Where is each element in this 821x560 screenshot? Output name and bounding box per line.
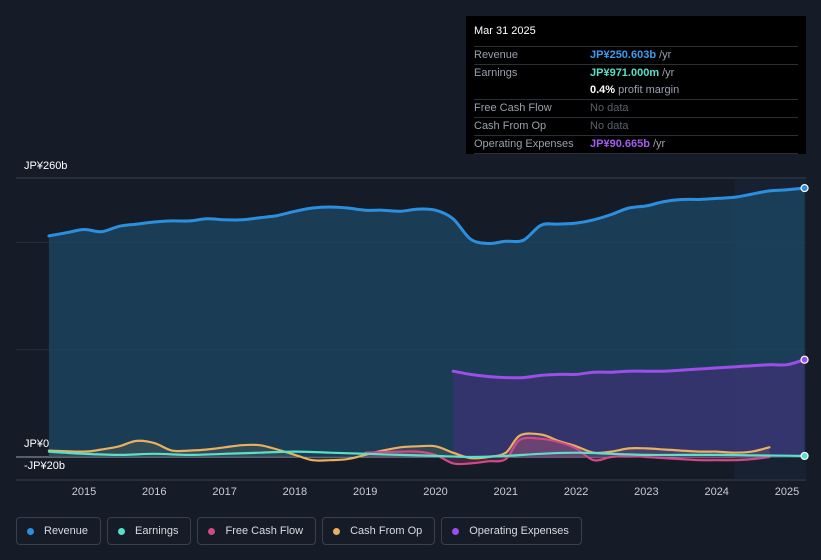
y-label-top: JP¥260b	[24, 160, 68, 172]
x-tick-label: 2024	[704, 486, 728, 498]
tooltip-row-label: Revenue	[474, 49, 519, 61]
free-cash-flow-line	[364, 436, 771, 466]
legend-item-earnings[interactable]: Earnings	[107, 517, 192, 545]
tooltip-row-label: Earnings	[474, 67, 518, 79]
tooltip-row-value: No data	[590, 120, 629, 132]
x-tick-label: 2019	[353, 486, 377, 498]
x-tick-label: 2023	[634, 486, 658, 498]
x-tick-label: 2020	[423, 486, 447, 498]
cash-from-op-line	[47, 432, 771, 462]
y-label-bottom: -JP¥20b	[24, 460, 65, 472]
x-axis-ticks: 2015 2016 2017 2018 2019 2020 2021 2022 2023 2024…	[72, 486, 799, 498]
x-tick-label: 2022	[564, 486, 588, 498]
legend-label: Operating Expenses	[469, 525, 569, 537]
tooltip-row-unit: profit margin	[618, 84, 680, 96]
tooltip-row-unit: /yr	[652, 138, 666, 150]
legend-label: Free Cash Flow	[225, 525, 304, 537]
tooltip-row-value: JP¥250.603b	[590, 49, 657, 61]
legend-label: Revenue	[44, 525, 89, 537]
earnings-line	[47, 450, 806, 459]
revenue-end-point	[800, 183, 809, 193]
x-tick-label: 2017	[212, 486, 236, 498]
legend-dot-icon	[118, 527, 126, 535]
legend-dot-icon	[27, 527, 34, 535]
chart-legend: Revenue Earnings Free Cash Flow Cash From O…	[16, 517, 588, 547]
y-label-zero: JP¥0	[24, 438, 50, 450]
x-tick-label: 2016	[142, 486, 166, 498]
tooltip-date: Mar 31 2025	[474, 24, 798, 47]
tooltip-row: Revenue JP¥250.603b/yr	[474, 47, 798, 65]
tooltip-row: 0.4% profit margin	[474, 82, 798, 100]
operating-expenses-area	[453, 359, 805, 457]
legend-item-operating-expenses[interactable]: Operating Expenses	[441, 517, 582, 545]
chart-lines	[47, 183, 809, 466]
tooltip-row-unit: /yr	[659, 49, 672, 61]
legend-dot-icon	[333, 527, 341, 535]
x-tick-label: 2025	[775, 486, 799, 498]
x-tick-label: 2021	[494, 486, 518, 498]
tooltip-row-value: JP¥90.665b	[590, 138, 650, 150]
tooltip-row: Free Cash Flow No data	[474, 100, 798, 118]
tooltip-row: Operating Expenses JP¥90.665b/yr	[474, 136, 798, 154]
tooltip-row: Earnings JP¥971.000m/yr	[474, 65, 798, 82]
tooltip-row-label: Cash From Op	[474, 120, 547, 132]
data-tooltip: Mar 31 2025 Revenue JP¥250.603b/yr Earning…	[466, 16, 806, 154]
chart-areas	[48, 188, 805, 465]
legend-item-revenue[interactable]: Revenue	[16, 517, 102, 545]
earnings-end-point	[800, 451, 809, 461]
legend-item-free-cash-flow[interactable]: Free Cash Flow	[197, 517, 317, 545]
operating-expenses-end-point	[800, 355, 809, 364]
tooltip-row: Cash From Op No data	[474, 118, 798, 136]
legend-label: Earnings	[135, 525, 179, 537]
operating-expenses-line	[451, 358, 807, 380]
legend-dot-icon	[208, 527, 216, 535]
tooltip-row-value: No data	[590, 102, 629, 114]
tooltip-row-label	[474, 82, 590, 99]
legend-dot-icon	[452, 527, 460, 535]
revenue-line	[47, 186, 807, 246]
x-tick-label: 2018	[283, 486, 307, 498]
tooltip-row-value: JP¥971.000m	[590, 67, 660, 79]
x-tick-label: 2015	[72, 486, 96, 498]
legend-item-cash-from-op[interactable]: Cash From Op	[322, 517, 436, 545]
tooltip-row-value: 0.4%	[590, 84, 616, 96]
tooltip-row-label: Operating Expenses	[474, 138, 574, 150]
tooltip-row-unit: /yr	[662, 67, 675, 79]
legend-label: Cash From Op	[350, 525, 423, 537]
tooltip-row-label: Free Cash Flow	[474, 102, 552, 114]
